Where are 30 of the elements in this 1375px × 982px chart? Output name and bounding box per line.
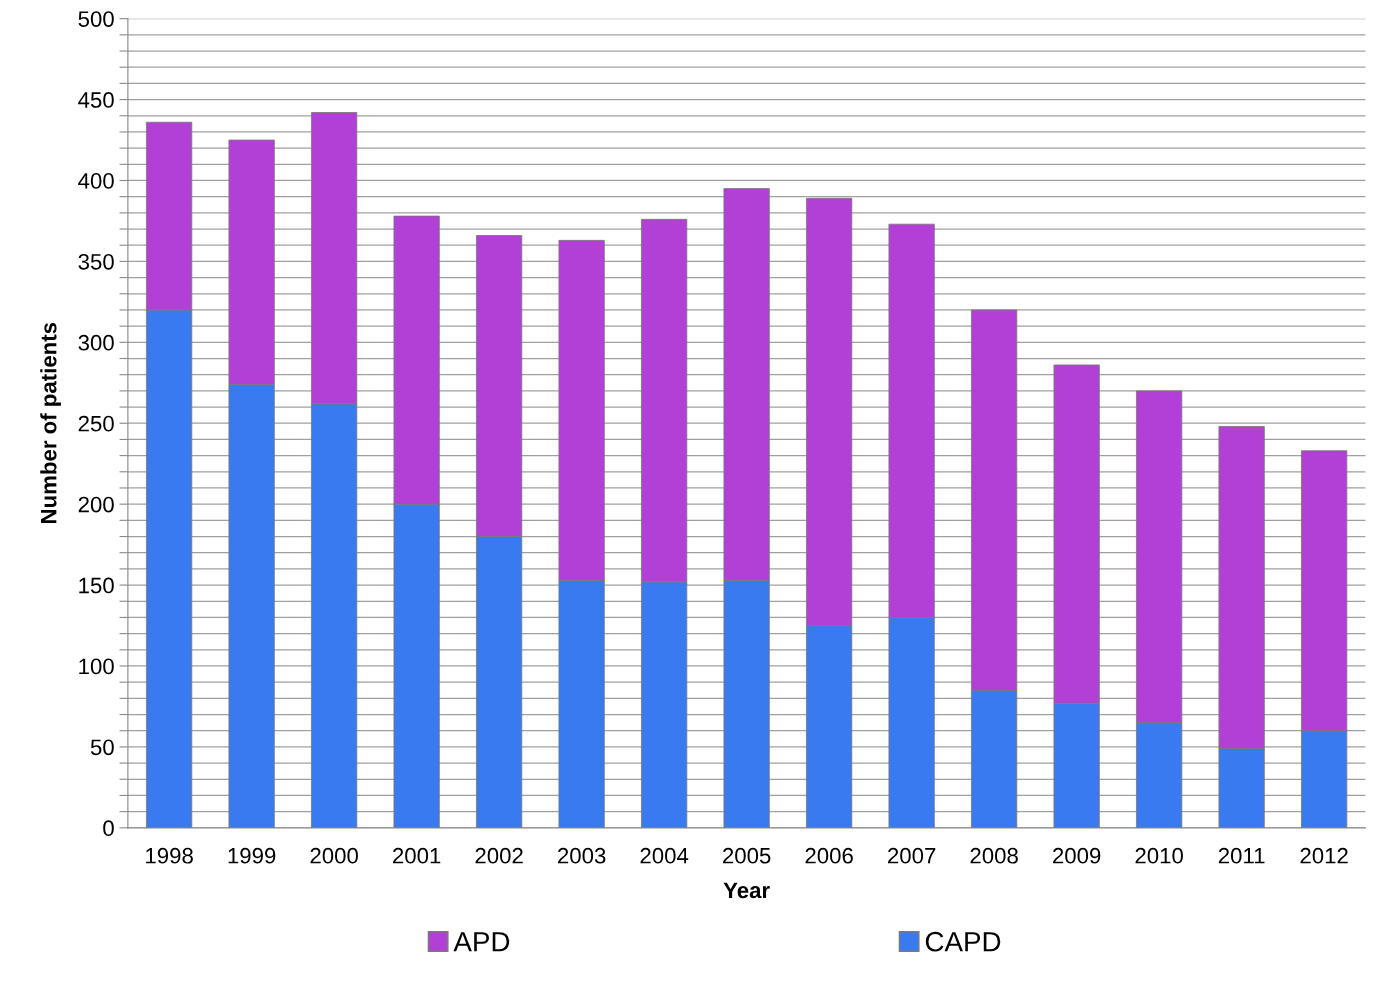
y-tick-label: 250 (78, 415, 114, 432)
x-tick-label: 2006 (805, 847, 853, 864)
x-tick-label: 1998 (146, 847, 193, 864)
legend-label: APD (453, 932, 510, 952)
x-tick-label: 2012 (1300, 847, 1348, 864)
x-tick-label: 2001 (393, 847, 441, 864)
x-tick-label: 2011 (1218, 847, 1265, 864)
legend-label: CAPD (925, 931, 1001, 952)
y-tick-label: 100 (79, 658, 114, 675)
x-tick-label: 2009 (1053, 847, 1101, 864)
x-axis-title: Year (723, 882, 770, 899)
y-tick-label: 500 (78, 11, 114, 27)
y-tick-label: 200 (78, 496, 114, 513)
x-tick-label: 2004 (640, 847, 689, 864)
y-tick-label: 400 (78, 173, 114, 189)
y-tick-label: 300 (78, 334, 114, 351)
y-tick-label: 150 (79, 577, 114, 594)
x-tick-label: 2000 (310, 847, 358, 864)
y-tick-label: 450 (78, 92, 114, 108)
y-tick-label: 350 (78, 253, 114, 270)
y-tick-label: 0 (103, 820, 114, 837)
y-tick-label: 50 (90, 739, 114, 756)
x-tick-label: 2010 (1135, 847, 1183, 864)
x-tick-label: 2008 (970, 847, 1018, 864)
x-tick-label: 2007 (888, 847, 936, 864)
x-tick-label: 2002 (475, 847, 523, 864)
x-tick-label: 2005 (723, 847, 771, 864)
y-axis-title: Number of patients (40, 322, 61, 523)
x-tick-label: 1999 (228, 847, 276, 864)
x-tick-label: 2003 (558, 847, 606, 864)
